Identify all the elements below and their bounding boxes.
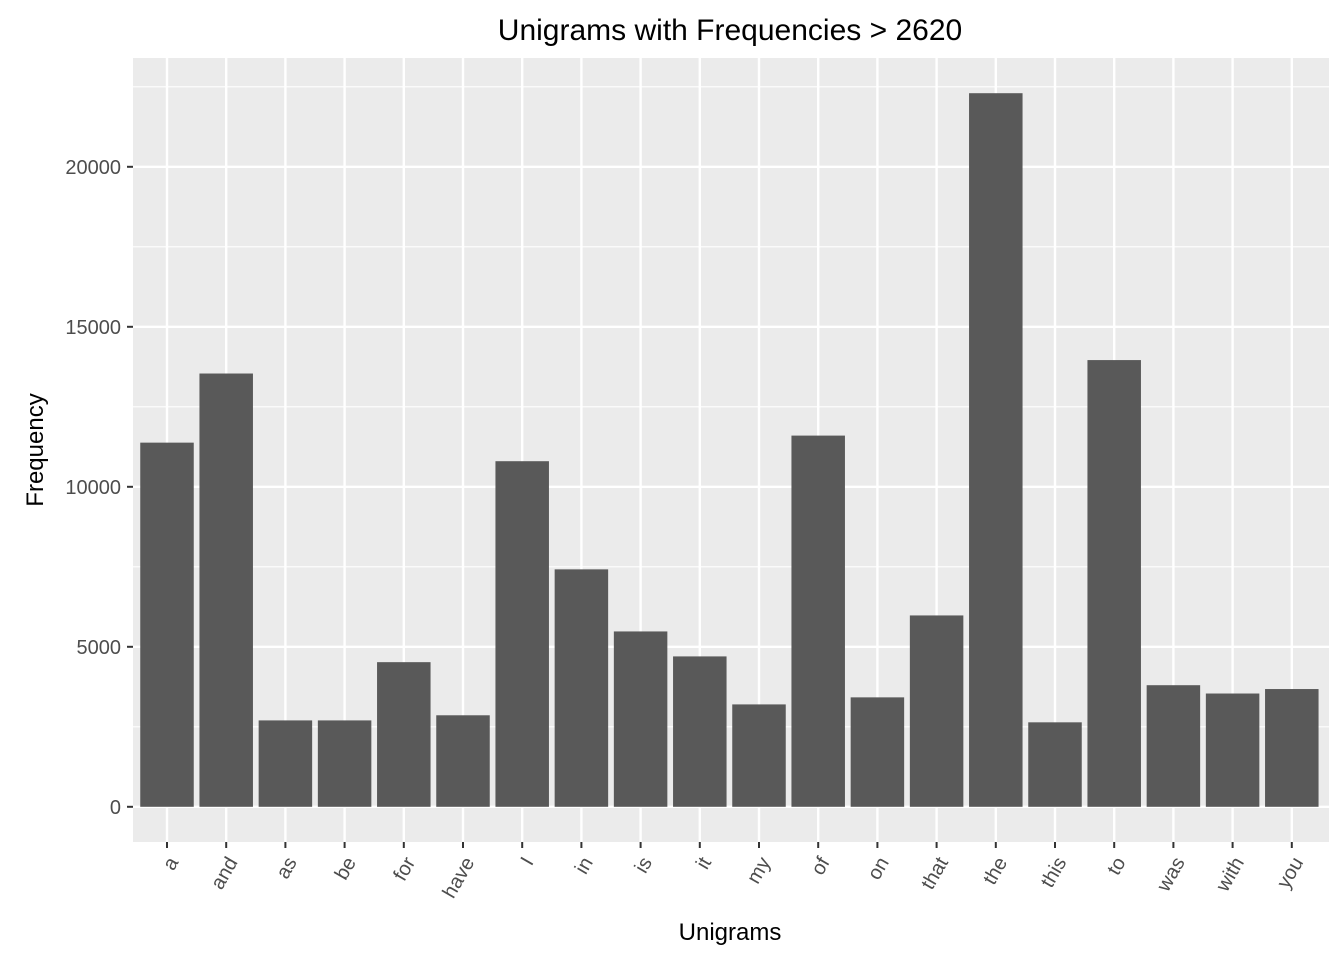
x-tick-label: as [272,854,302,883]
x-tick-label: be [331,854,361,884]
bar-to [1087,360,1141,807]
x-tick-label: of [807,853,835,879]
x-tick-label: on [864,854,894,884]
x-tick-label: to [1103,854,1130,879]
y-axis: 0 5000 10000 15000 20000 [65,157,133,819]
bar-have [436,715,490,807]
x-axis-title: Unigrams [679,919,782,946]
bar-in [554,569,609,807]
bar-as [258,720,313,807]
x-tick-label: was [1152,854,1189,897]
bar-I [495,461,549,807]
chart-title: Unigrams with Frequencies > 2620 [498,14,962,47]
bar-the [969,93,1023,807]
bar-you [1265,689,1319,807]
x-tick-label: the [979,854,1012,889]
bar-a [140,442,194,807]
bar-with [1205,693,1260,807]
bar-it [673,656,727,807]
x-tick-label: my [743,854,775,888]
bars [140,93,1319,807]
x-tick-label: this [1037,854,1072,892]
bar-is [613,631,668,807]
x-tick-label: is [631,854,657,878]
y-tick-label: 10000 [65,477,121,499]
bar-my [732,704,786,807]
bar-and [199,373,253,807]
x-tick-label: for [389,853,420,885]
bar-that [909,615,964,807]
x-tick-label: you [1273,854,1308,893]
y-tick-label: 0 [110,797,121,819]
x-tick-label: I [517,854,539,870]
y-tick-label: 5000 [77,637,122,659]
x-tick-label: a [159,853,184,874]
bar-be [317,720,372,807]
y-tick-label: 15000 [65,317,121,339]
x-tick-label: with [1212,854,1249,897]
bar-for [377,662,431,807]
bar-this [1028,722,1082,807]
x-tick-label: and [207,854,243,894]
x-tick-label: that [917,853,953,893]
x-tick-label: in [571,854,598,878]
bar-of [791,435,845,807]
y-axis-title: Frequency [22,393,49,506]
bar-on [850,697,905,807]
bar-was [1146,685,1201,807]
x-tick-label: have [439,854,480,903]
y-tick-label: 20000 [65,157,121,179]
x-tick-label: it [692,853,716,873]
